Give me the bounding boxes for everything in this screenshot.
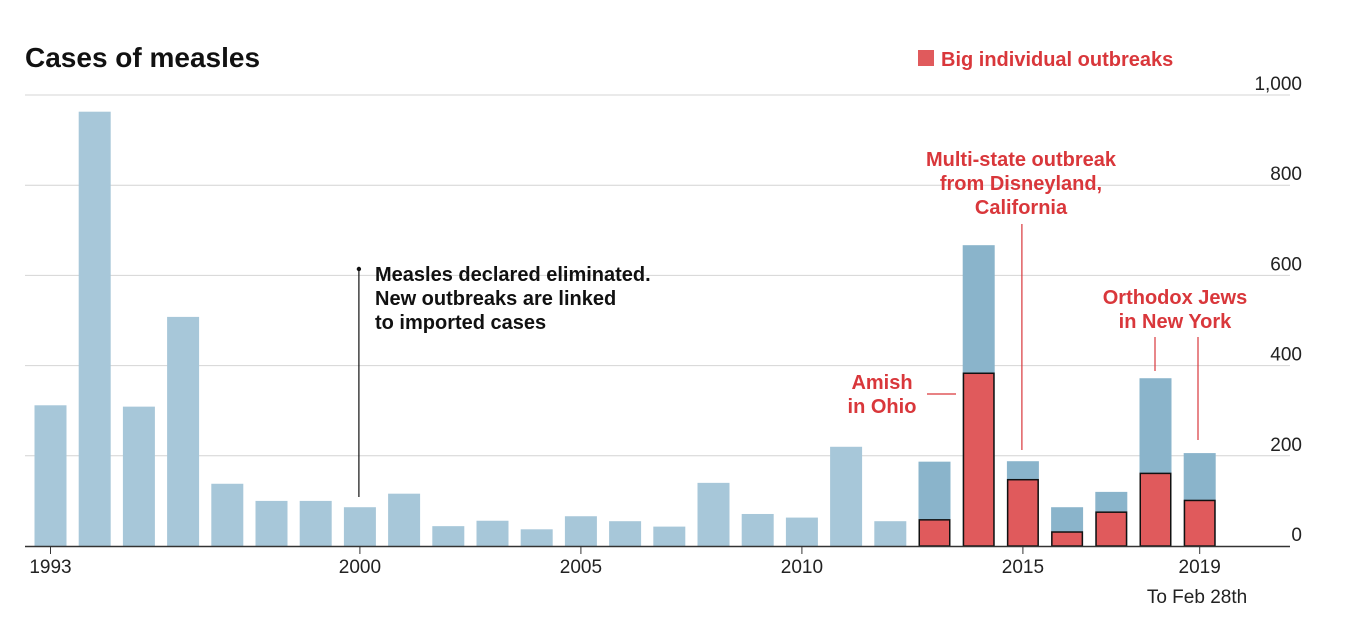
annotations: Measles declared eliminated.New outbreak… xyxy=(356,149,1247,497)
bars xyxy=(34,111,1216,547)
annotation-orthodox: Orthodox Jews xyxy=(1103,287,1247,309)
x-tick-label: 1993 xyxy=(29,557,71,578)
bar-total-2007 xyxy=(653,526,686,546)
y-tick-label: 600 xyxy=(1270,254,1302,275)
y-tick-label: 200 xyxy=(1270,435,1302,456)
y-tick-label: 400 xyxy=(1270,345,1302,366)
legend-label: Big individual outbreaks xyxy=(941,49,1173,71)
bar-total-2006 xyxy=(609,521,642,546)
gridlines xyxy=(25,94,1290,457)
x-tick-label: 2010 xyxy=(781,557,823,578)
bar-total-2001 xyxy=(388,493,421,546)
legend: Big individual outbreaks xyxy=(918,49,1173,71)
bar-total-2004 xyxy=(520,529,553,546)
bar-total-1996 xyxy=(167,316,200,546)
x-tick-label: 2000 xyxy=(339,557,381,578)
bar-total-2012 xyxy=(874,521,907,546)
x-tick-label: 2019 xyxy=(1179,557,1221,578)
y-tick-label: 1,000 xyxy=(1254,74,1302,95)
y-axis-labels: 0 200 400 600 800 1,000 xyxy=(1254,74,1302,546)
x-axis-note: To Feb 28th xyxy=(1147,587,1247,608)
annotation-disneyland: from Disneyland, xyxy=(940,173,1102,195)
bar-total-2009 xyxy=(741,513,774,546)
x-tick-label: 2005 xyxy=(560,557,602,578)
bar-outbreak-2018 xyxy=(1139,472,1172,547)
annotation-amish: in Ohio xyxy=(848,396,917,418)
bar-outbreak-2019 xyxy=(1183,499,1216,547)
annotation-amish: Amish xyxy=(851,372,912,394)
bar-total-2003 xyxy=(476,520,509,546)
bar-outbreak-2014 xyxy=(962,372,995,547)
bar-total-2008 xyxy=(697,482,730,546)
legend-swatch xyxy=(918,50,934,66)
annotation-orthodox: in New York xyxy=(1119,311,1233,333)
bar-total-2002 xyxy=(432,526,465,546)
bar-total-1999 xyxy=(299,500,332,546)
y-tick-label: 800 xyxy=(1270,164,1302,185)
bar-total-2005 xyxy=(564,516,597,546)
chart-title: Cases of measles xyxy=(25,42,260,73)
bar-outbreak-2017 xyxy=(1095,511,1128,547)
annotation-eliminated: Measles declared eliminated. xyxy=(375,264,651,286)
bar-total-2000 xyxy=(343,507,376,546)
x-tick-label: 2015 xyxy=(1002,557,1044,578)
bar-total-1997 xyxy=(211,483,244,546)
bar-total-1994 xyxy=(78,111,111,546)
bar-total-1995 xyxy=(122,406,155,546)
y-tick-label: 0 xyxy=(1291,525,1302,546)
bar-outbreak-2016 xyxy=(1051,531,1084,547)
bar-total-1993 xyxy=(34,405,67,546)
bar-total-1998 xyxy=(255,500,288,546)
bar-total-2011 xyxy=(830,446,863,546)
x-axis: 1993 2000 2005 2010 2015 2019 To Feb 28th xyxy=(25,545,1290,608)
annotation-disneyland: California xyxy=(975,197,1068,219)
bar-outbreak-2013 xyxy=(918,519,951,547)
annotation-dot-eliminated xyxy=(356,266,362,272)
annotation-eliminated: New outbreaks are linked xyxy=(375,288,616,310)
bar-outbreak-2015 xyxy=(1006,478,1039,547)
annotation-eliminated: to imported cases xyxy=(375,312,546,334)
bar-total-2010 xyxy=(785,517,818,546)
annotation-disneyland: Multi-state outbreak xyxy=(926,149,1117,171)
